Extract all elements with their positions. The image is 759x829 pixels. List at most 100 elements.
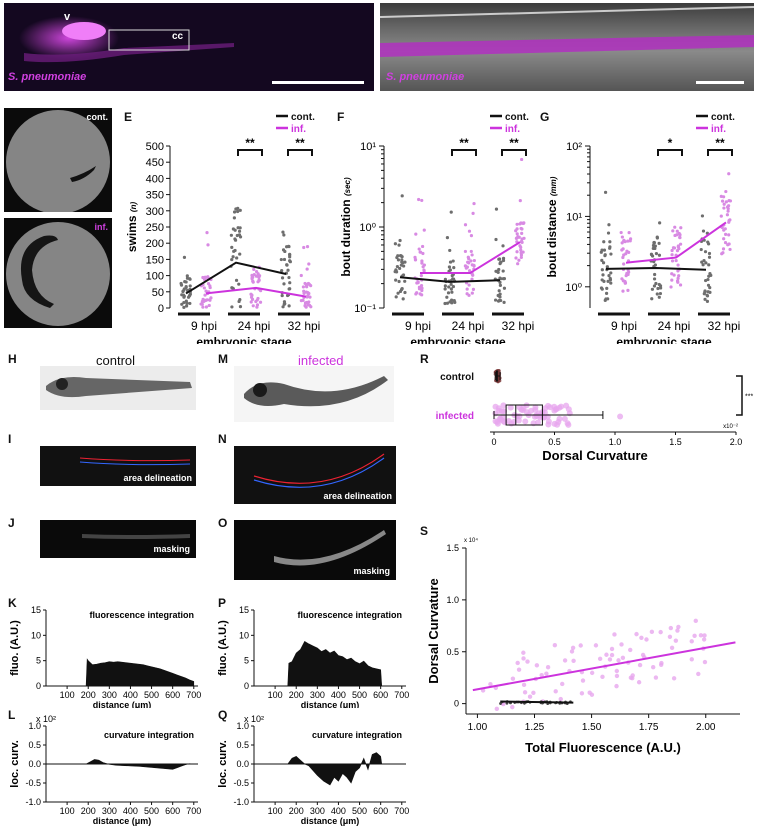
data-point	[619, 230, 623, 235]
panel-label-o: O	[218, 516, 228, 530]
data-point	[470, 253, 474, 257]
data-point-infected	[539, 672, 544, 678]
panel-label-f: F	[337, 110, 345, 124]
panel-label-p: P	[218, 596, 227, 610]
data-point	[258, 300, 263, 304]
data-point	[497, 415, 504, 422]
data-point	[520, 227, 524, 231]
data-point-infected	[494, 706, 500, 712]
chart-k: 0 5 10 15 100 200 300 400 500 600 700 distance (μm)…	[9, 605, 201, 708]
x-axis-label: Total Fluorescence (A.U.)	[525, 740, 681, 755]
data-point	[469, 233, 474, 238]
y-tick-label: 450	[146, 157, 164, 169]
data-point	[418, 250, 422, 254]
data-point	[397, 243, 401, 247]
data-point	[656, 286, 660, 291]
micrograph-d: inf.	[4, 218, 112, 328]
data-point	[707, 251, 712, 256]
data-point-infected	[544, 671, 549, 676]
mean-line-infected	[420, 241, 521, 275]
data-point	[451, 259, 455, 263]
data-point-infected	[534, 663, 540, 668]
y-axis-label: bout distance (mm)	[545, 176, 559, 277]
data-point	[285, 263, 289, 267]
data-point	[521, 221, 526, 225]
data-point	[676, 244, 680, 248]
data-point	[417, 247, 421, 251]
data-point	[621, 279, 625, 283]
data-point-infected	[612, 632, 617, 637]
data-point	[238, 298, 242, 302]
data-point	[703, 297, 707, 301]
data-point-infected	[580, 678, 586, 683]
data-point-infected	[587, 690, 592, 695]
data-point	[519, 239, 524, 244]
data-point	[285, 293, 290, 298]
category-label: 32 hpi	[502, 319, 535, 333]
y-tick-label: 10²	[566, 141, 582, 153]
data-point	[232, 210, 237, 214]
data-point	[236, 226, 240, 230]
data-point	[707, 263, 711, 267]
fish-image-infected	[234, 366, 394, 422]
data-point	[201, 305, 205, 309]
mean-line-control	[399, 276, 501, 283]
legend-label: cont.	[291, 112, 315, 123]
data-point	[237, 282, 241, 286]
data-point	[620, 235, 624, 239]
data-point	[422, 269, 426, 273]
box	[505, 404, 543, 426]
data-point	[657, 282, 661, 287]
data-point	[188, 301, 192, 306]
data-point	[250, 273, 254, 277]
data-point	[234, 278, 239, 282]
y-tick-label: 300	[146, 206, 164, 218]
data-point	[203, 293, 207, 297]
data-point	[607, 274, 611, 278]
legend-label: inf.	[505, 124, 520, 135]
chart-q: -1.0 -0.5 0.0 0.5 1.0 100 200 300 400 500 600 700 di…	[217, 714, 409, 826]
data-point	[702, 258, 706, 263]
data-point	[728, 247, 732, 252]
significance-label: **	[459, 136, 469, 150]
x-tick-label: 1.25	[525, 722, 545, 733]
x-axis-label: distance (μm)	[301, 816, 360, 826]
data-point	[309, 305, 313, 309]
data-point	[670, 253, 674, 257]
data-point-infected	[636, 680, 642, 685]
data-point-infected	[570, 645, 576, 650]
data-point	[304, 290, 309, 294]
data-point	[281, 305, 285, 309]
data-point	[465, 292, 469, 296]
legend-label: cont.	[505, 112, 529, 123]
data-point	[394, 268, 398, 272]
data-point	[230, 305, 234, 309]
data-point	[393, 242, 397, 246]
data-point-infected	[558, 696, 563, 702]
x-tick-label: 200	[81, 806, 96, 816]
data-point	[287, 244, 291, 249]
data-point-infected	[693, 618, 698, 624]
data-point	[675, 279, 680, 283]
data-point	[719, 194, 723, 198]
data-point	[204, 305, 209, 309]
mean-line-infected	[205, 286, 307, 298]
data-point	[679, 226, 683, 230]
data-point	[670, 278, 674, 282]
data-point	[624, 252, 628, 256]
category-label: 9 hpi	[191, 319, 217, 333]
data-point-infected	[593, 643, 599, 648]
x-tick-label: 400	[123, 690, 138, 700]
data-point	[472, 258, 476, 263]
data-point	[401, 297, 405, 301]
data-point	[521, 250, 525, 254]
data-point	[179, 281, 183, 286]
data-point	[307, 282, 311, 286]
data-point	[497, 289, 501, 293]
category-label: control	[440, 372, 474, 383]
y-tick-label: 1.0	[446, 595, 459, 605]
data-point	[657, 241, 661, 245]
data-point	[467, 257, 471, 261]
data-point-infected	[525, 659, 530, 664]
data-point	[472, 201, 476, 206]
